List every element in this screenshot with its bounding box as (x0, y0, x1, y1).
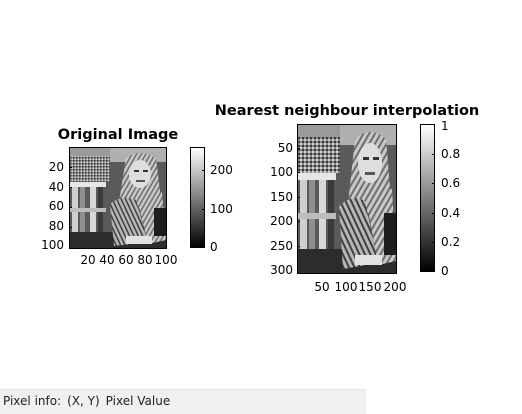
interpolated-image (298, 125, 396, 273)
original-image (70, 148, 166, 248)
left-y-tick-label: 40 (48, 180, 64, 194)
right-x-tick-label: 150 (358, 280, 382, 294)
left-y-tick (69, 207, 72, 208)
left-y-tick-label: 20 (48, 160, 64, 174)
left-y-tick (69, 187, 72, 188)
right-y-tick (297, 197, 300, 198)
right-y-tick-label: 300 (270, 263, 293, 277)
right-x-tick-label: 100 (334, 280, 358, 294)
left-colorbar-tick (202, 170, 205, 171)
right-colorbar-tick-label: 0 (441, 264, 449, 278)
right-colorbar-tick-label: 1 (441, 119, 449, 133)
pixel-info-bar: Pixel info: (X, Y) Pixel Value (0, 389, 366, 414)
right-y-tick-label: 200 (270, 214, 293, 228)
left-colorbar-tick-label: 200 (210, 163, 233, 177)
right-colorbar-tick (432, 183, 435, 184)
left-colorbar[interactable] (190, 147, 205, 248)
left-x-tick-label: 80 (137, 253, 153, 267)
right-colorbar-tick-label: 0.4 (441, 206, 461, 220)
right-colorbar-tick-label: 0.2 (441, 235, 461, 249)
right-x-tick-label: 50 (314, 280, 330, 294)
right-y-tick (297, 246, 300, 247)
right-colorbar-tick (432, 213, 435, 214)
right-axes-title: Nearest neighbour interpolation (214, 103, 480, 119)
original-image-axes[interactable] (69, 147, 167, 249)
left-y-tick-label: 80 (48, 219, 64, 233)
right-colorbar-tick (432, 154, 435, 155)
left-y-tick-label: 100 (41, 238, 64, 252)
right-y-tick-label: 50 (277, 141, 293, 155)
left-y-tick (69, 167, 72, 168)
right-colorbar[interactable] (420, 124, 435, 272)
right-colorbar-tick-label: 0.6 (441, 176, 461, 190)
right-y-tick-label: 100 (270, 165, 293, 179)
pixel-info-label: Pixel info: (3, 394, 62, 408)
right-x-tick-label: 200 (383, 280, 407, 294)
interpolated-image-axes[interactable] (297, 124, 397, 274)
right-y-tick (297, 172, 300, 173)
left-x-tick-label: 40 (99, 253, 115, 267)
right-y-tick-label: 250 (270, 239, 293, 253)
left-y-tick (69, 227, 72, 228)
right-y-tick-label: 150 (270, 190, 293, 204)
right-y-tick (297, 221, 300, 222)
right-colorbar-tick (432, 242, 435, 243)
left-x-tick-label: 60 (118, 253, 134, 267)
pixel-info-value: Pixel Value (105, 394, 171, 408)
left-x-tick-label: 20 (80, 253, 96, 267)
left-x-tick-label: 100 (154, 253, 178, 267)
left-colorbar-tick-label: 100 (210, 202, 233, 216)
left-y-tick-label: 60 (48, 199, 64, 213)
left-colorbar-tick (202, 209, 205, 210)
pixel-info-coords: (X, Y) (67, 394, 100, 408)
left-axes-title: Original Image (57, 127, 179, 143)
left-colorbar-tick-label: 0 (210, 240, 218, 254)
right-y-tick (297, 148, 300, 149)
right-colorbar-tick-label: 0.8 (441, 147, 461, 161)
